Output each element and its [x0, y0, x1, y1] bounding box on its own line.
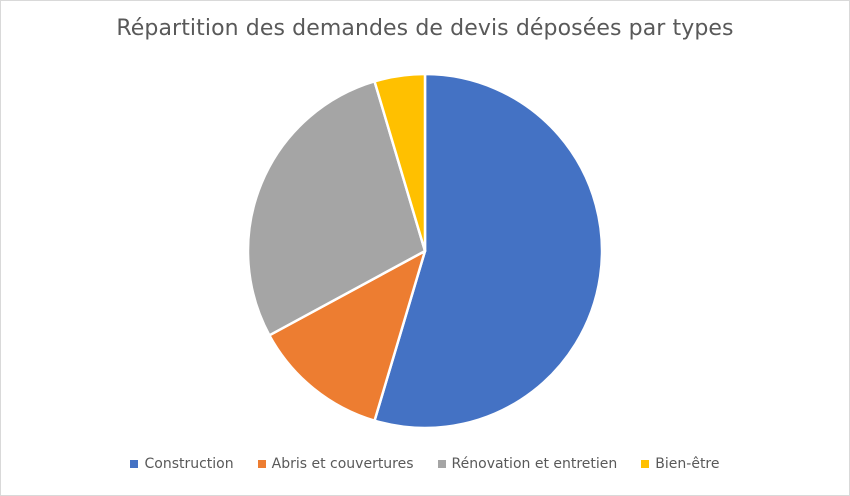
chart-legend: Construction Abris et couvertures Rénovati… [0, 456, 850, 472]
legend-label: Construction [144, 456, 234, 472]
legend-item: Bien-être [641, 456, 720, 472]
legend-swatch [641, 460, 650, 468]
legend-swatch [130, 460, 139, 468]
legend-label: Abris et couvertures [271, 456, 414, 472]
legend-swatch [437, 460, 446, 468]
legend-item: Abris et couvertures [257, 456, 414, 472]
legend-label: Bien-être [655, 456, 720, 472]
pie-slice-bien-tre [373, 72, 427, 253]
legend-item: Rénovation et entretien [437, 456, 618, 472]
chart-title: Répartition des demandes de devis déposé… [116, 16, 734, 41]
pie-slice-r-novation-et-entretien [246, 80, 427, 337]
legend-label: Rénovation et entretien [451, 456, 618, 472]
legend-item: Construction [130, 456, 234, 472]
pie-slice-construction [373, 72, 604, 430]
legend-swatch [257, 460, 266, 468]
pie-slice-abris-et-couvertures [268, 249, 427, 422]
